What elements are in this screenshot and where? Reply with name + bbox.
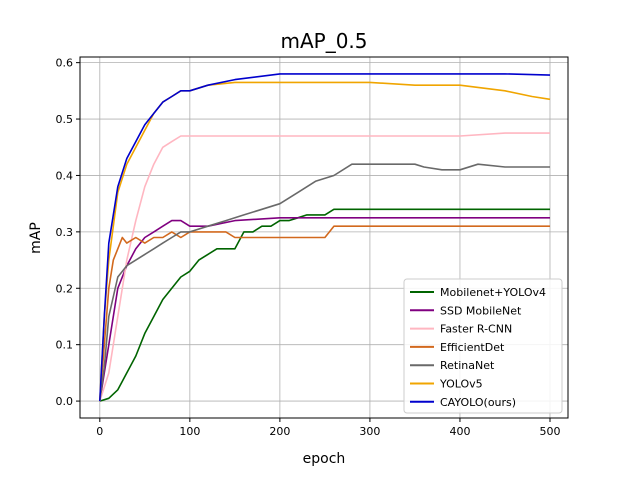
y-tick-label: 0.2: [56, 282, 74, 295]
x-tick-label: 500: [539, 425, 560, 438]
y-tick-label: 0.3: [56, 226, 74, 239]
x-tick-label: 400: [449, 425, 470, 438]
series-line-cayolo-ours: [99, 73, 551, 402]
y-tick-label: 0.0: [56, 395, 74, 408]
x-axis-ticks: 0 100 200 300 400 500: [96, 418, 560, 438]
series-line-ssd-mobilenet: [99, 217, 550, 402]
legend-label: YOLOv5: [439, 378, 483, 391]
x-tick-label: 0: [96, 425, 103, 438]
y-tick-label: 0.5: [56, 113, 74, 126]
legend-label: CAYOLO(ours): [440, 396, 516, 409]
y-axis-ticks: 0.0 0.1 0.2 0.3 0.4 0.5 0.6: [56, 57, 80, 408]
y-tick-label: 0.4: [56, 169, 74, 182]
series-line-faster-r-cnn: [99, 132, 550, 402]
legend-label: Mobilenet+YOLOv4: [440, 286, 546, 299]
series-line-efficientdet: [99, 225, 550, 402]
legend: Mobilenet+YOLOv4 SSD MobileNet Faster R-CN…: [403, 278, 563, 414]
series-line-retinanet: [99, 163, 550, 402]
x-tick-label: 300: [359, 425, 380, 438]
series-lines: [99, 73, 551, 402]
legend-label: Faster R-CNN: [440, 323, 512, 336]
legend-items: Mobilenet+YOLOv4 SSD MobileNet Faster R-CN…: [410, 286, 546, 409]
y-tick-label: 0.6: [56, 57, 74, 70]
legend-label: RetinaNet: [440, 359, 495, 372]
legend-label: SSD MobileNet: [440, 304, 522, 317]
legend-box: [403, 278, 563, 414]
plot-frame: [79, 56, 569, 419]
y-tick-label: 0.1: [56, 339, 74, 352]
x-tick-label: 100: [179, 425, 200, 438]
x-axis-label: epoch: [303, 451, 346, 467]
grid: [80, 57, 568, 418]
chart-title: mAP_0.5: [280, 29, 367, 53]
y-axis-label: mAP: [28, 222, 44, 254]
x-tick-label: 200: [269, 425, 290, 438]
series-line-mobilenet-yolov4: [99, 208, 550, 402]
legend-label: EfficientDet: [440, 341, 505, 354]
